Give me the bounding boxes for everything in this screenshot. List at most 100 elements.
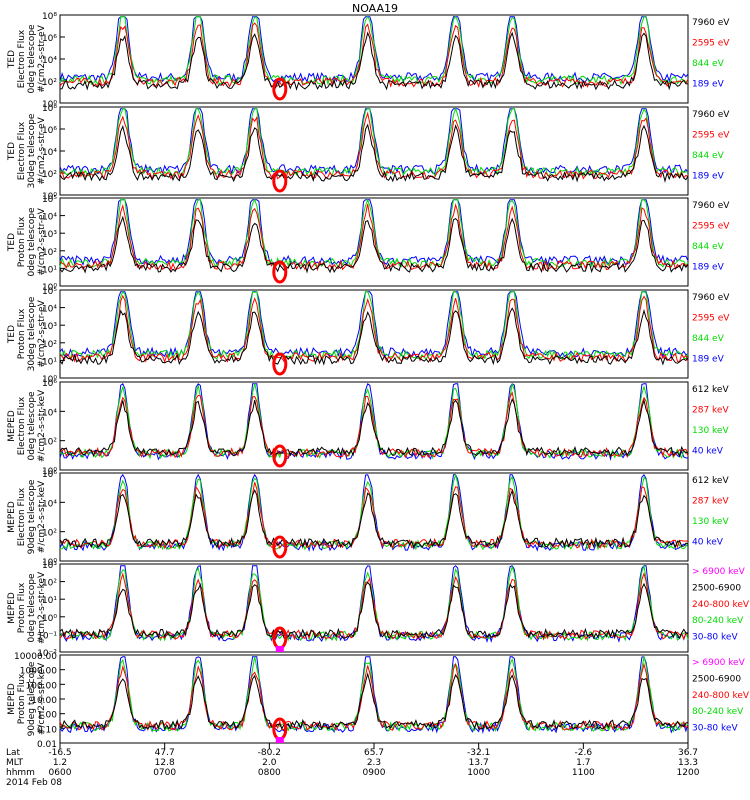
date-label: 2014 Feb 08 [6, 778, 62, 788]
y-axis-label: #/cm2-s-str-eV [37, 207, 47, 275]
legend-entry: 130 keV [692, 517, 729, 527]
legend-entry: 30-80 keV [692, 724, 738, 734]
series-trace [59, 397, 689, 458]
legend-entry: 2500-6900 [692, 583, 741, 593]
y-tick-label: 10⁶ [42, 379, 57, 389]
series-trace [59, 290, 689, 361]
panel-4: 10⁰ 10¹ 10² 10³ 10⁴ 10⁵ TED Proton Flux 30deg te… [7, 287, 730, 385]
y-axis-label: Proton Flux [17, 582, 27, 633]
y-axis-label: #/cm2-s-str-eV [37, 24, 47, 92]
panel-frame [59, 563, 689, 653]
pass-marker [272, 169, 288, 193]
x-tick-mlt: 2.0 [262, 758, 277, 768]
series-trace [59, 15, 689, 87]
series-trace [59, 215, 689, 274]
y-tick-label: 0.01 [37, 740, 57, 750]
panel-7: 10⁻² 10⁻¹ 10⁰ 10¹ 10² 10³ MEPED Proton Flux 0deg… [7, 561, 750, 659]
y-axis-label: #/cm2-s-str-eV [37, 299, 47, 367]
legend-entry: 189 eV [692, 172, 725, 182]
y-axis-label: 0deg telescope [27, 207, 37, 277]
legend-entry: 40 keV [692, 538, 724, 548]
series-trace [59, 202, 689, 272]
y-axis-label: Electron Flux [17, 29, 27, 88]
pass-marker [272, 535, 288, 559]
y-axis-label: MEPED [7, 410, 17, 442]
y-axis-label: MEPED [7, 683, 17, 715]
y-tick-label: 10³ [42, 230, 57, 240]
panel-frame [59, 289, 689, 379]
legend-entry: 30-80 keV [692, 633, 738, 643]
y-tick-label: 10² [42, 170, 57, 180]
y-axis-label: TED [7, 325, 17, 344]
panel-frame [59, 381, 689, 471]
series-trace [59, 571, 689, 641]
legend-entry: 7960 eV [692, 293, 730, 303]
y-axis-label: MEPED [7, 592, 17, 624]
legend-entry: > 6900 keV [692, 567, 746, 577]
y-axis-label: Electron Flux [17, 121, 27, 180]
series-trace [59, 383, 689, 460]
y-axis-label: 90deg telescope [27, 661, 37, 736]
legend-entry: 80-240 keV [692, 707, 744, 717]
x-row-label: hhmm [6, 768, 35, 778]
x-tick-mlt: 13.3 [678, 758, 698, 768]
x-tick-hhmm: 1200 [677, 768, 700, 778]
x-tick-lat: 47.7 [155, 748, 175, 758]
y-axis-label: 90deg telescope [27, 479, 37, 554]
y-tick-label: 10¹ [42, 357, 57, 367]
legend-entry: 130 keV [692, 426, 729, 436]
y-tick-label: 10⁴ [42, 56, 57, 66]
panel-8: 0.01 0.10 1.00 10.00 100.00 1000.00 10000.00 ME… [7, 652, 750, 750]
y-axis-label: TED [7, 233, 17, 252]
legend-entry: 844 eV [692, 334, 725, 344]
legend-entry: 612 keV [692, 385, 729, 395]
legend-entry: 612 keV [692, 476, 729, 486]
y-tick-label: 10⁸ [42, 12, 57, 22]
legend-entry: 844 eV [692, 151, 725, 161]
y-tick-label: 10⁶ [42, 34, 57, 44]
y-tick-label: 10000.00 [14, 652, 57, 662]
y-tick-label: 10¹ [42, 596, 57, 606]
series-trace [59, 198, 689, 269]
y-axis-label: Proton Flux [17, 216, 27, 267]
legend-entry: 7960 eV [692, 201, 730, 211]
y-axis-label: 30deg telescope [27, 296, 37, 371]
y-axis-label: Proton Flux [17, 673, 27, 724]
series-trace [59, 31, 689, 91]
y-tick-label: 10⁶ [42, 470, 57, 480]
legend-entry: 40 keV [692, 447, 724, 457]
legend-entry: 2595 eV [692, 39, 730, 49]
x-tick-mlt: 2.3 [367, 758, 381, 768]
legend-entry: 240-800 keV [692, 691, 750, 701]
x-tick-mlt: 1.2 [53, 758, 67, 768]
y-axis-label: #/cm2-s-str-keV [37, 389, 47, 462]
legend-entry: 189 eV [692, 80, 725, 90]
figure-title: NOAA19 [352, 2, 398, 15]
panel-frame [59, 472, 689, 562]
legend-entry: 7960 eV [692, 110, 730, 120]
x-tick-mlt: 13.7 [469, 758, 489, 768]
legend-entry: 2500-6900 [692, 674, 741, 684]
series-trace [59, 581, 689, 640]
x-tick-mlt: 1.7 [576, 758, 590, 768]
x-tick-mlt: 12.8 [155, 758, 175, 768]
panel-1: 10⁰ 10² 10⁴ 10⁶ 10⁸ TED Electron Flux 0deg tele… [7, 12, 730, 110]
legend-entry: 2595 eV [692, 131, 730, 141]
y-tick-label: 10² [42, 340, 57, 350]
y-axis-label: Electron Flux [17, 487, 27, 546]
legend-entry: 7960 eV [692, 18, 730, 28]
x-tick-lat: -2.6 [575, 748, 593, 758]
y-axis-label: #/cm2-s-str-keV [37, 571, 47, 644]
y-tick-label: 10² [42, 438, 57, 448]
y-tick-label: 10⁵ [42, 287, 57, 297]
series-trace [59, 488, 689, 549]
legend-entry: 240-800 keV [692, 600, 750, 610]
y-tick-label: 10³ [42, 322, 57, 332]
y-axis-label: #/cm2-s-str-keV [37, 480, 47, 553]
legend-entry: 189 eV [692, 355, 725, 365]
legend-entry: 844 eV [692, 59, 725, 69]
y-axis-label: #/cm2-s-str-eV [37, 116, 47, 184]
y-axis-label: 30deg telescope [27, 113, 37, 188]
